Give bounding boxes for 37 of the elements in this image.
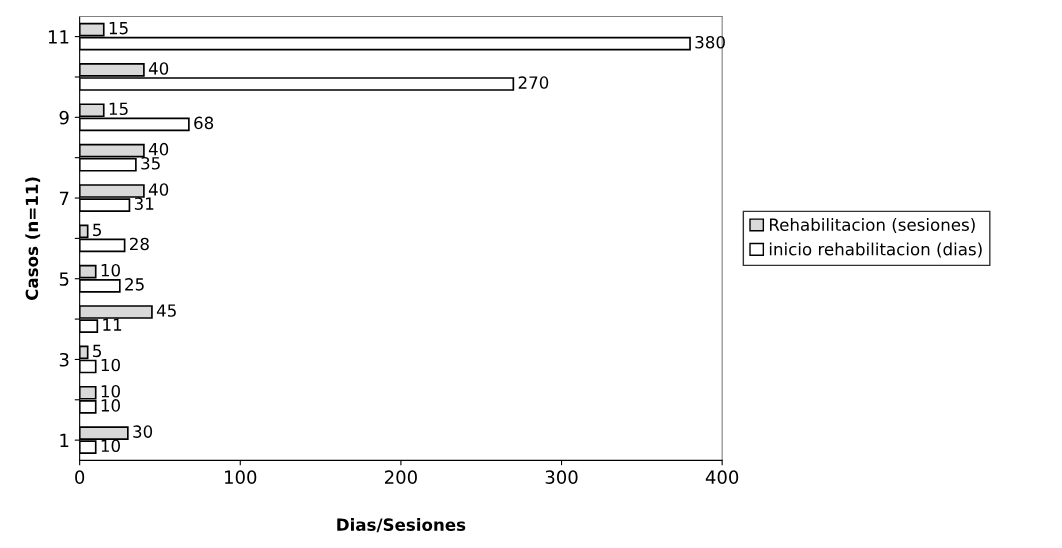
data-label: 40	[148, 142, 169, 156]
y-tick-label: 9	[59, 110, 69, 125]
data-label: 5	[93, 223, 101, 237]
x-tick-label: 100	[225, 470, 257, 485]
x-tick-label: 400	[705, 470, 739, 485]
data-label: 25	[125, 278, 144, 291]
x-tick-label: 300	[545, 470, 578, 485]
data-label: 15	[109, 22, 128, 35]
data-label: 40	[148, 62, 169, 75]
data-label: 270	[518, 76, 549, 89]
data-label: 10	[101, 358, 120, 372]
y-tick-label: 1	[60, 433, 69, 447]
y-tick-label: 11	[48, 30, 69, 44]
data-label: 11	[103, 318, 122, 331]
data-label: 10	[101, 439, 120, 453]
data-label: 31	[134, 197, 154, 210]
data-label: 5	[93, 344, 101, 358]
data-label: 45	[156, 304, 176, 317]
data-label: 28	[130, 237, 149, 251]
y-tick-label: 7	[59, 191, 69, 205]
x-tick-label: 200	[385, 470, 417, 485]
data-label: 35	[141, 156, 160, 170]
y-tick-label: 3	[59, 352, 69, 367]
data-label: 30	[133, 425, 153, 438]
data-label: 15	[109, 102, 128, 116]
data-label: 380	[695, 35, 725, 49]
y-axis-title: Casos (n=11)	[25, 177, 41, 300]
data-label: 40	[148, 183, 169, 196]
legend-label: inicio rehabilitacion (dias)	[769, 242, 982, 258]
legend-label: Rehabilitacion (sesiones)	[769, 218, 975, 233]
data-label: 10	[101, 384, 120, 398]
data-label: 10	[101, 399, 120, 412]
data-label: 68	[194, 116, 214, 130]
y-tick-label: 5	[59, 272, 69, 286]
x-tick-label: 0	[75, 470, 85, 485]
x-axis-title: Dias/Sesiones	[337, 518, 466, 533]
data-label: 10	[101, 263, 120, 277]
